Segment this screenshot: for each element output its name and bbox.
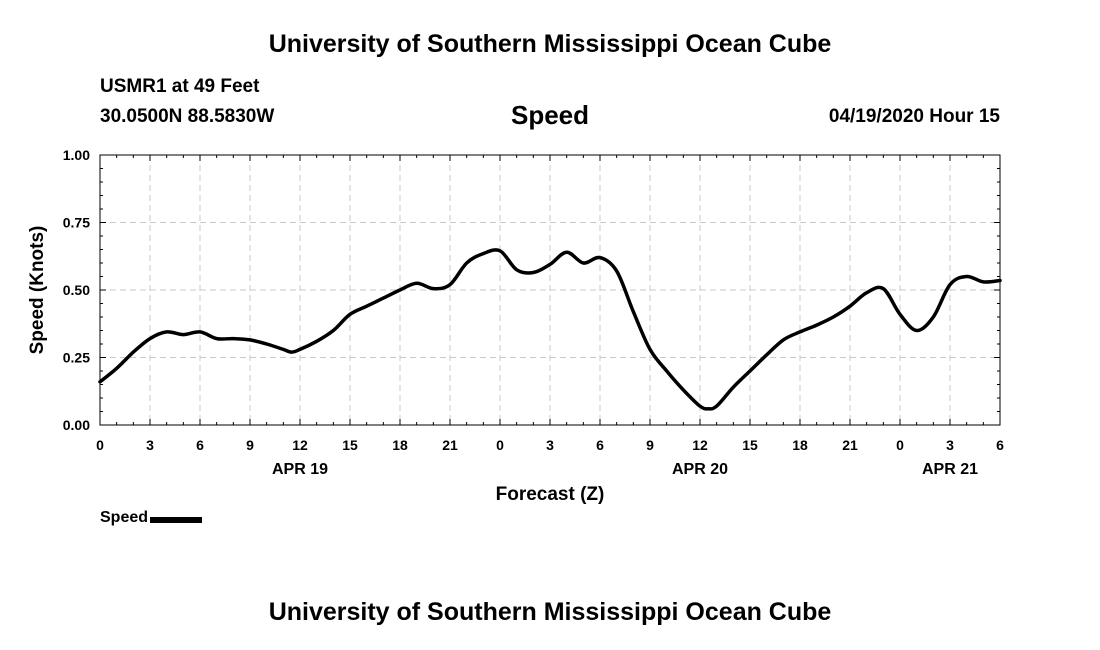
y-tick-label: 0.75 <box>63 215 90 231</box>
y-tick-label: 0.00 <box>63 417 90 433</box>
date-label: APR 21 <box>922 461 978 478</box>
footer-title: University of Southern Mississippi Ocean… <box>268 598 832 626</box>
date-label: APR 20 <box>672 461 728 478</box>
x-tick-label: 0 <box>496 437 504 453</box>
x-tick-label: 9 <box>646 437 654 453</box>
coordinates-label: 30.0500N 88.5830W <box>100 106 275 127</box>
x-axis-title: Forecast (Z) <box>496 484 605 505</box>
x-tick-label: 21 <box>442 437 458 453</box>
page-title: University of Southern Mississippi Ocean… <box>268 30 832 58</box>
x-tick-label: 15 <box>342 437 358 453</box>
y-tick-label: 0.50 <box>63 282 90 298</box>
date-label: APR 19 <box>272 461 328 478</box>
x-tick-label: 12 <box>292 437 308 453</box>
x-tick-label: 18 <box>392 437 408 453</box>
x-tick-label: 3 <box>546 437 554 453</box>
x-tick-label: 21 <box>842 437 858 453</box>
legend-swatch <box>150 516 203 523</box>
x-tick-label: 12 <box>692 437 708 453</box>
x-tick-label: 6 <box>196 437 204 453</box>
y-tick-label: 1.00 <box>63 147 90 163</box>
forecast-issued-label: 04/19/2020 Hour 15 <box>828 106 1000 127</box>
x-tick-label: 0 <box>96 437 104 453</box>
x-tick-label: 6 <box>596 437 604 453</box>
speed-series-line <box>98 248 1002 411</box>
legend: Speed <box>100 509 203 527</box>
chart-title: Speed <box>510 100 590 130</box>
x-tick-label: 15 <box>742 437 758 453</box>
y-axis-title: Speed (Knots) <box>27 226 48 355</box>
x-tick-label: 18 <box>792 437 808 453</box>
y-tick-label: 0.25 <box>63 350 90 366</box>
station-label: USMR1 at 49 Feet <box>100 76 260 97</box>
x-tick-label: 0 <box>896 437 904 453</box>
x-tick-label: 3 <box>946 437 954 453</box>
x-tick-label: 6 <box>996 437 1004 453</box>
x-tick-label: 9 <box>246 437 254 453</box>
x-tick-label: 3 <box>146 437 154 453</box>
legend-label: Speed <box>100 509 149 526</box>
